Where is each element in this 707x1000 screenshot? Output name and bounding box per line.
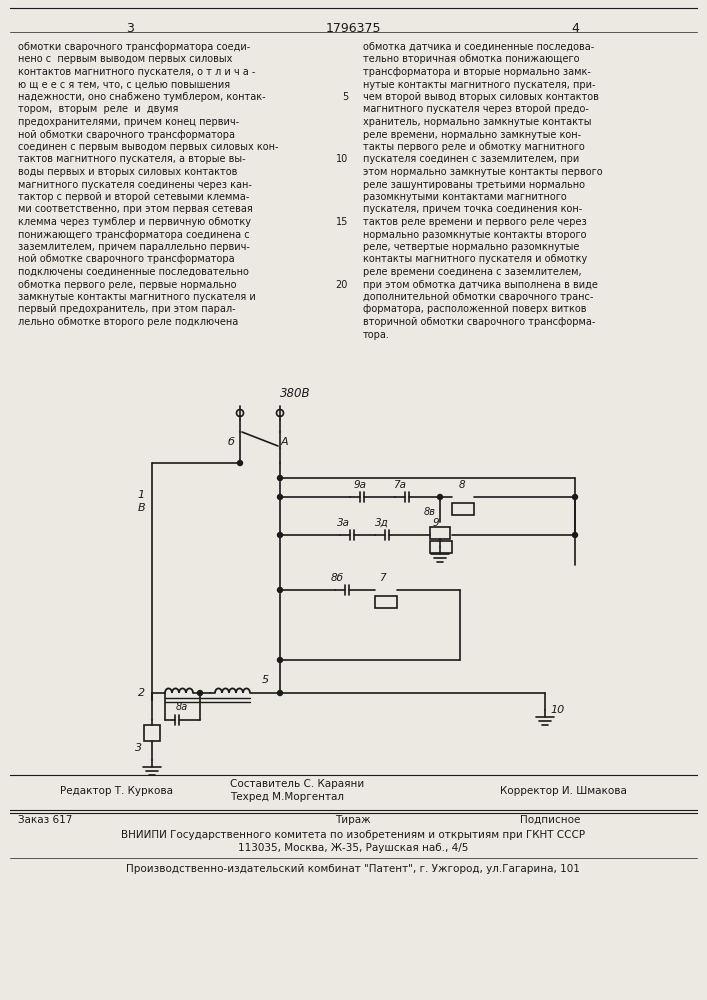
Text: 1796375: 1796375 (325, 22, 381, 35)
Text: 15: 15 (336, 217, 348, 227)
Text: этом нормально замкнутые контакты первого: этом нормально замкнутые контакты первог… (363, 167, 602, 177)
Circle shape (278, 494, 283, 499)
Text: реле времени, нормально замкнутые кон-: реле времени, нормально замкнутые кон- (363, 129, 581, 139)
Bar (430, 527, 450, 539)
Text: хранитель, нормально замкнутые контакты: хранитель, нормально замкнутые контакты (363, 117, 592, 127)
Text: Подписное: Подписное (520, 815, 580, 825)
Text: лельно обмотке второго реле подключена: лельно обмотке второго реле подключена (18, 317, 238, 327)
Circle shape (238, 460, 243, 466)
Text: 20: 20 (336, 279, 348, 290)
Text: обмотка датчика и соединенные последова-: обмотка датчика и соединенные последова- (363, 42, 595, 52)
Text: Редактор Т. Куркова: Редактор Т. Куркова (60, 786, 173, 796)
Circle shape (573, 494, 578, 499)
Text: пускателя соединен с заземлителем, при: пускателя соединен с заземлителем, при (363, 154, 579, 164)
Text: 10: 10 (550, 705, 564, 715)
Text: соединен с первым выводом первых силовых кон-: соединен с первым выводом первых силовых… (18, 142, 279, 152)
Text: 3: 3 (126, 22, 134, 35)
Text: А: А (281, 437, 288, 447)
Text: 5: 5 (262, 675, 269, 685)
Circle shape (278, 587, 283, 592)
Text: 1: 1 (138, 490, 145, 500)
Text: нутые контакты магнитного пускателя, при-: нутые контакты магнитного пускателя, при… (363, 80, 595, 90)
Text: нормально разомкнутые контакты второго: нормально разомкнутые контакты второго (363, 230, 587, 239)
Text: 8в: 8в (424, 507, 436, 517)
Circle shape (438, 494, 443, 499)
Text: 10: 10 (336, 154, 348, 164)
Text: разомкнутыми контактами магнитного: разомкнутыми контактами магнитного (363, 192, 567, 202)
Text: Корректор И. Шмакова: Корректор И. Шмакова (500, 786, 627, 796)
Text: контактов магнитного пускателя, о т л и ч а -: контактов магнитного пускателя, о т л и … (18, 67, 255, 77)
Text: подключены соединенные последовательно: подключены соединенные последовательно (18, 267, 249, 277)
Text: 7а: 7а (394, 480, 407, 490)
Text: 9а: 9а (354, 480, 366, 490)
Text: замкнутые контакты магнитного пускателя и: замкнутые контакты магнитного пускателя … (18, 292, 256, 302)
Text: 8: 8 (459, 480, 465, 490)
Bar (452, 503, 474, 515)
Text: тора.: тора. (363, 330, 390, 340)
Text: понижающего трансформатора соединена с: понижающего трансформатора соединена с (18, 230, 250, 239)
Text: форматора, расположенной поверх витков: форматора, расположенной поверх витков (363, 304, 587, 314)
Text: реле, четвертые нормально разомкнутые: реле, четвертые нормально разомкнутые (363, 242, 579, 252)
Text: тором,  вторым  реле  и  двумя: тором, вторым реле и двумя (18, 104, 178, 114)
Text: тактов реле времени и первого реле через: тактов реле времени и первого реле через (363, 217, 587, 227)
Text: ной обмотке сварочного трансформатора: ной обмотке сварочного трансформатора (18, 254, 235, 264)
Text: 8а: 8а (176, 702, 188, 712)
Text: при этом обмотка датчика выполнена в виде: при этом обмотка датчика выполнена в вид… (363, 279, 598, 290)
Text: заземлителем, причем параллельно первич-: заземлителем, причем параллельно первич- (18, 242, 250, 252)
Text: ной обмотки сварочного трансформатора: ной обмотки сварочного трансформатора (18, 129, 235, 139)
Circle shape (278, 532, 283, 538)
Text: магнитного пускателя через второй предо-: магнитного пускателя через второй предо- (363, 104, 589, 114)
Text: б: б (228, 437, 235, 447)
Text: Техред М.Моргентал: Техред М.Моргентал (230, 792, 344, 802)
Text: такты первого реле и обмотку магнитного: такты первого реле и обмотку магнитного (363, 142, 585, 152)
Bar (144, 725, 160, 741)
Text: нено с  первым выводом первых силовых: нено с первым выводом первых силовых (18, 54, 233, 64)
Text: контакты магнитного пускателя и обмотку: контакты магнитного пускателя и обмотку (363, 254, 588, 264)
Text: обмотка первого реле, первые нормально: обмотка первого реле, первые нормально (18, 279, 237, 290)
Bar (375, 596, 397, 608)
Text: вторичной обмотки сварочного трансформа-: вторичной обмотки сварочного трансформа- (363, 317, 595, 327)
Text: 113035, Москва, Ж-35, Раушская наб., 4/5: 113035, Москва, Ж-35, Раушская наб., 4/5 (238, 843, 468, 853)
Circle shape (278, 658, 283, 662)
Text: 2: 2 (138, 688, 145, 698)
Text: трансформатора и вторые нормально замк-: трансформатора и вторые нормально замк- (363, 67, 591, 77)
Text: тельно вторичная обмотка понижающего: тельно вторичная обмотка понижающего (363, 54, 580, 64)
Text: пускателя, причем точка соединения кон-: пускателя, причем точка соединения кон- (363, 205, 583, 215)
Text: 3д: 3д (375, 518, 389, 528)
Text: предохранителями, причем конец первич-: предохранителями, причем конец первич- (18, 117, 239, 127)
Text: реле зашунтированы третьими нормально: реле зашунтированы третьими нормально (363, 180, 585, 190)
Text: клемма через тумблер и первичную обмотку: клемма через тумблер и первичную обмотку (18, 217, 251, 227)
Bar (430, 541, 452, 553)
Text: ВНИИПИ Государственного комитета по изобретениям и открытиям при ГКНТ СССР: ВНИИПИ Государственного комитета по изоб… (121, 830, 585, 840)
Text: 9: 9 (433, 518, 439, 528)
Text: тактор с первой и второй сетевыми клемма-: тактор с первой и второй сетевыми клемма… (18, 192, 250, 202)
Text: Тираж: Тираж (335, 815, 370, 825)
Text: 380В: 380В (280, 387, 310, 400)
Text: Составитель С. Караяни: Составитель С. Караяни (230, 779, 364, 789)
Text: реле времени соединена с заземлителем,: реле времени соединена с заземлителем, (363, 267, 582, 277)
Text: ю щ е е с я тем, что, с целью повышения: ю щ е е с я тем, что, с целью повышения (18, 80, 230, 90)
Text: 7: 7 (379, 573, 385, 583)
Text: 3а: 3а (337, 518, 349, 528)
Text: 8б: 8б (330, 573, 344, 583)
Circle shape (197, 690, 202, 696)
Text: чем второй вывод вторых силовых контактов: чем второй вывод вторых силовых контакто… (363, 92, 599, 102)
Text: 4: 4 (571, 22, 579, 35)
Text: Заказ 617: Заказ 617 (18, 815, 72, 825)
Text: Производственно-издательский комбинат "Патент", г. Ужгород, ул.Гагарина, 101: Производственно-издательский комбинат "П… (126, 864, 580, 874)
Text: тактов магнитного пускателя, а вторые вы-: тактов магнитного пускателя, а вторые вы… (18, 154, 245, 164)
Text: воды первых и вторых силовых контактов: воды первых и вторых силовых контактов (18, 167, 238, 177)
Text: первый предохранитель, при этом парал-: первый предохранитель, при этом парал- (18, 304, 235, 314)
Text: ми соответственно, при этом первая сетевая: ми соответственно, при этом первая сетев… (18, 205, 252, 215)
Text: дополнительной обмотки сварочного транс-: дополнительной обмотки сварочного транс- (363, 292, 593, 302)
Circle shape (573, 532, 578, 538)
Circle shape (278, 690, 283, 696)
Text: магнитного пускателя соединены через кан-: магнитного пускателя соединены через кан… (18, 180, 252, 190)
Text: 5: 5 (341, 92, 348, 102)
Text: 3: 3 (135, 743, 142, 753)
Text: обмотки сварочного трансформатора соеди-: обмотки сварочного трансформатора соеди- (18, 42, 250, 52)
Circle shape (278, 476, 283, 481)
Text: В: В (137, 503, 145, 513)
Text: надежности, оно снабжено тумблером, контак-: надежности, оно снабжено тумблером, конт… (18, 92, 266, 102)
